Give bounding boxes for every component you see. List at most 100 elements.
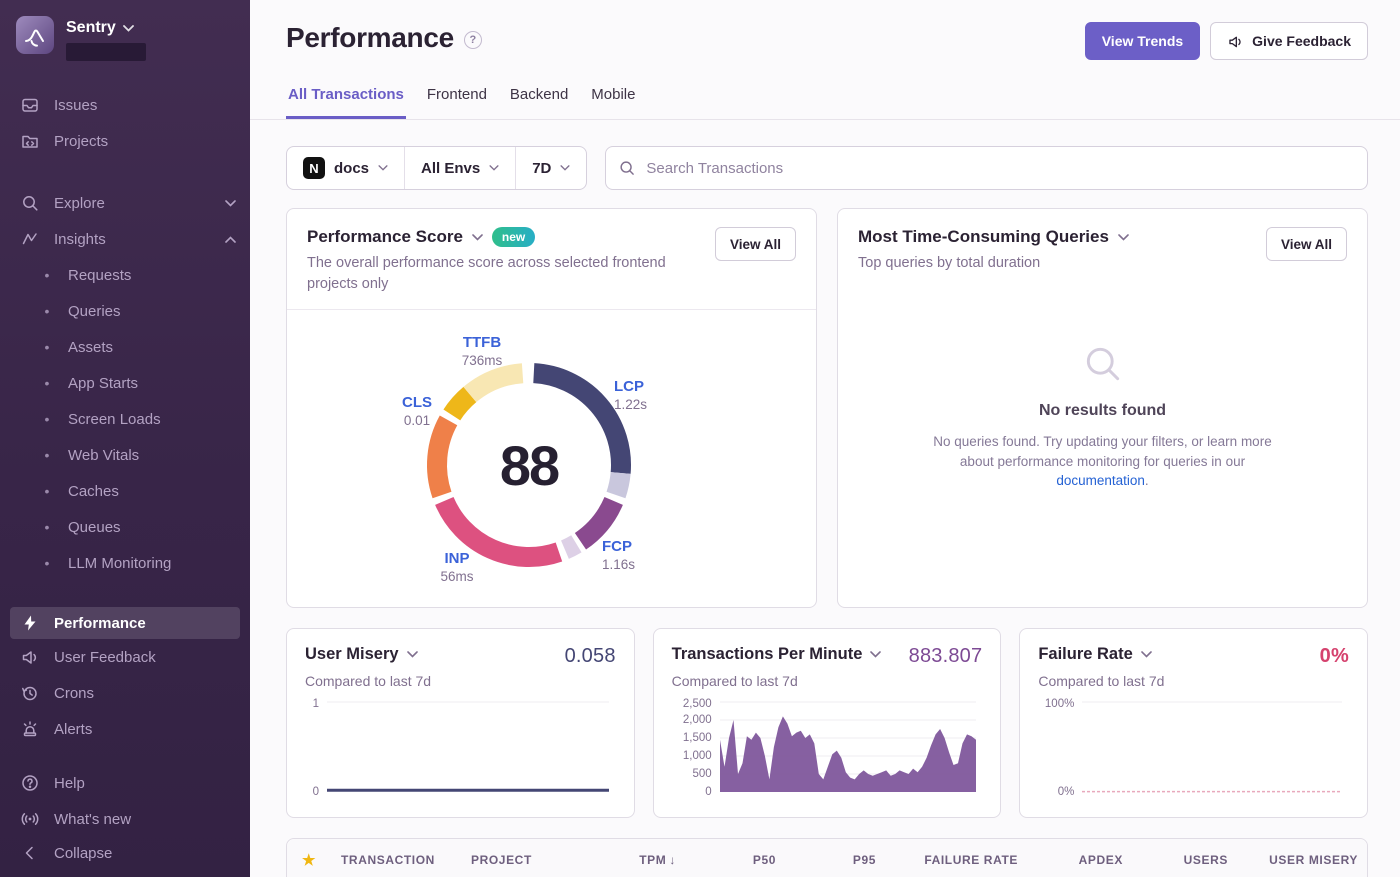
sidebar-item-label: Performance [54, 614, 146, 632]
queries-view-all-button[interactable]: View All [1265, 227, 1347, 261]
page-help-icon[interactable]: ? [463, 31, 482, 49]
metric-cls: CLS 0.01 [402, 394, 432, 429]
sidebar-item-llm-monitoring[interactable]: • LLM Monitoring [0, 545, 250, 581]
chevron-down-icon [870, 651, 882, 658]
sidebar-item-label: Alerts [54, 720, 93, 738]
column-user-misery[interactable]: USER MISERY [1269, 852, 1358, 867]
sidebar-item-caches[interactable]: • Caches [0, 473, 250, 509]
tab-all-transactions[interactable]: All Transactions [286, 80, 406, 119]
star-column-header[interactable]: ★ [301, 851, 317, 869]
performance-score-view-all-button[interactable]: View All [714, 227, 796, 261]
column-p50[interactable]: P50 [752, 852, 776, 867]
search-box [605, 146, 1368, 190]
user-misery-card: User Misery 0.058 Compared to last 7d 1 … [286, 628, 635, 818]
sidebar-item-screen-loads[interactable]: • Screen Loads [0, 401, 250, 437]
sidebar-item-user-feedback[interactable]: User Feedback [0, 639, 250, 675]
column-tpm[interactable]: TPM ↓ [639, 852, 676, 867]
sidebar-item-label: Issues [54, 96, 98, 114]
sentry-logo[interactable] [16, 16, 54, 54]
score-ring-svg [427, 363, 631, 568]
tab-frontend[interactable]: Frontend [426, 86, 487, 103]
sidebar-item-queues[interactable]: • Queues [0, 509, 250, 545]
queries-card-selector[interactable]: Most Time-Consuming Queries [858, 227, 1129, 247]
page-title: Performance [286, 22, 454, 53]
sidebar-item-label: Crons [54, 684, 95, 702]
main-content: Performance ? View Trends Give Feedback … [250, 0, 1400, 877]
sentry-logo-icon [25, 29, 44, 47]
sidebar-item-projects[interactable]: Projects [0, 123, 250, 159]
column-transaction[interactable]: TRANSACTION [341, 852, 435, 867]
project-filter-value: docs [334, 159, 370, 177]
sidebar-item-app-starts[interactable]: • App Starts [0, 365, 250, 401]
tab-backend[interactable]: Backend [509, 86, 569, 103]
tab-mobile[interactable]: Mobile [591, 86, 636, 103]
org-name: Sentry [66, 19, 116, 36]
collapse-label: Collapse [54, 844, 113, 862]
megaphone-icon [1229, 36, 1241, 47]
column-failure-rate[interactable]: FAILURE RATE [924, 852, 1018, 867]
card-title: Performance Score [307, 227, 463, 246]
chevron-down-icon [472, 233, 483, 241]
sidebar-item-help[interactable]: Help [0, 765, 250, 801]
sidebar-item-issues[interactable]: Issues [0, 87, 250, 123]
column-p95[interactable]: P95 [852, 852, 876, 867]
failure-rate-selector[interactable]: Failure Rate [1038, 645, 1152, 664]
stat-subtitle: Compared to last 7d [305, 673, 432, 689]
sidebar-item-explore[interactable]: Explore [0, 185, 250, 221]
siren-icon [23, 721, 37, 737]
insights-icon [22, 233, 37, 245]
sidebar-item-whats-new[interactable]: What's new [0, 801, 250, 837]
column-apdex[interactable]: APDEX [1078, 852, 1123, 867]
sidebar-collapse-button[interactable]: Collapse [0, 837, 250, 869]
bullet-icon: • [44, 519, 50, 535]
clock-icon [22, 686, 37, 701]
bullet-icon: • [44, 555, 50, 571]
help-icon [22, 775, 38, 791]
sort-desc-icon: ↓ [669, 852, 676, 867]
user-misery-line-svg [327, 701, 609, 792]
give-feedback-label: Give Feedback [1252, 33, 1351, 49]
user-misery-chart: 1 0 [305, 698, 616, 798]
date-range-filter[interactable]: 7D [516, 147, 586, 189]
column-project[interactable]: PROJECT [471, 852, 532, 867]
sidebar-item-label: What's new [54, 810, 132, 828]
sidebar-item-crons[interactable]: Crons [0, 675, 250, 711]
search-transactions-input[interactable] [605, 146, 1368, 190]
transactions-table: ★ TRANSACTION PROJECT TPM ↓ P50 P95 FAILU… [286, 838, 1368, 877]
sidebar-item-label: Projects [54, 132, 109, 150]
tpm-chart: 2,500 2,000 1,500 1,000 500 0 [672, 698, 983, 798]
sidebar-item-web-vitals[interactable]: • Web Vitals [0, 437, 250, 473]
sidebar-item-assets[interactable]: • Assets [0, 329, 250, 365]
sidebar-item-queries[interactable]: • Queries [0, 293, 250, 329]
tpm-area-svg [719, 701, 976, 792]
stat-subtitle: Compared to last 7d [1038, 673, 1165, 689]
user-misery-selector[interactable]: User Misery [305, 645, 418, 664]
project-filter[interactable]: N docs [287, 147, 404, 189]
tpm-selector[interactable]: Transactions Per Minute [672, 645, 882, 664]
view-trends-button[interactable]: View Trends [1084, 22, 1201, 60]
projects-icon [22, 135, 38, 148]
sidebar-item-performance[interactable]: Performance [10, 607, 240, 639]
column-users[interactable]: USERS [1183, 852, 1228, 867]
give-feedback-button[interactable]: Give Feedback [1210, 22, 1368, 60]
sidebar: Sentry Issues Projects Explore [0, 0, 250, 877]
bullet-icon: • [44, 339, 50, 355]
sidebar-item-label: Insights [54, 230, 106, 248]
score-value: 88 [499, 433, 560, 497]
bullet-icon: • [44, 303, 50, 319]
bullet-icon: • [44, 447, 50, 463]
performance-lightning-icon [24, 615, 36, 631]
environment-filter[interactable]: All Envs [405, 147, 515, 189]
documentation-link[interactable]: documentation [1056, 473, 1145, 489]
bullet-icon: • [44, 267, 50, 283]
sidebar-item-label: User Feedback [54, 648, 156, 666]
sidebar-item-requests[interactable]: • Requests [0, 257, 250, 293]
metric-ttfb: TTFB 736ms [461, 334, 503, 369]
org-switcher[interactable]: Sentry [66, 16, 146, 37]
search-empty-icon [1086, 347, 1119, 381]
sidebar-item-insights[interactable]: Insights [0, 221, 250, 257]
sidebar-item-label: Explore [54, 194, 105, 212]
sidebar-item-alerts[interactable]: Alerts [0, 711, 250, 747]
performance-score-selector[interactable]: Performance Score new [307, 227, 677, 247]
